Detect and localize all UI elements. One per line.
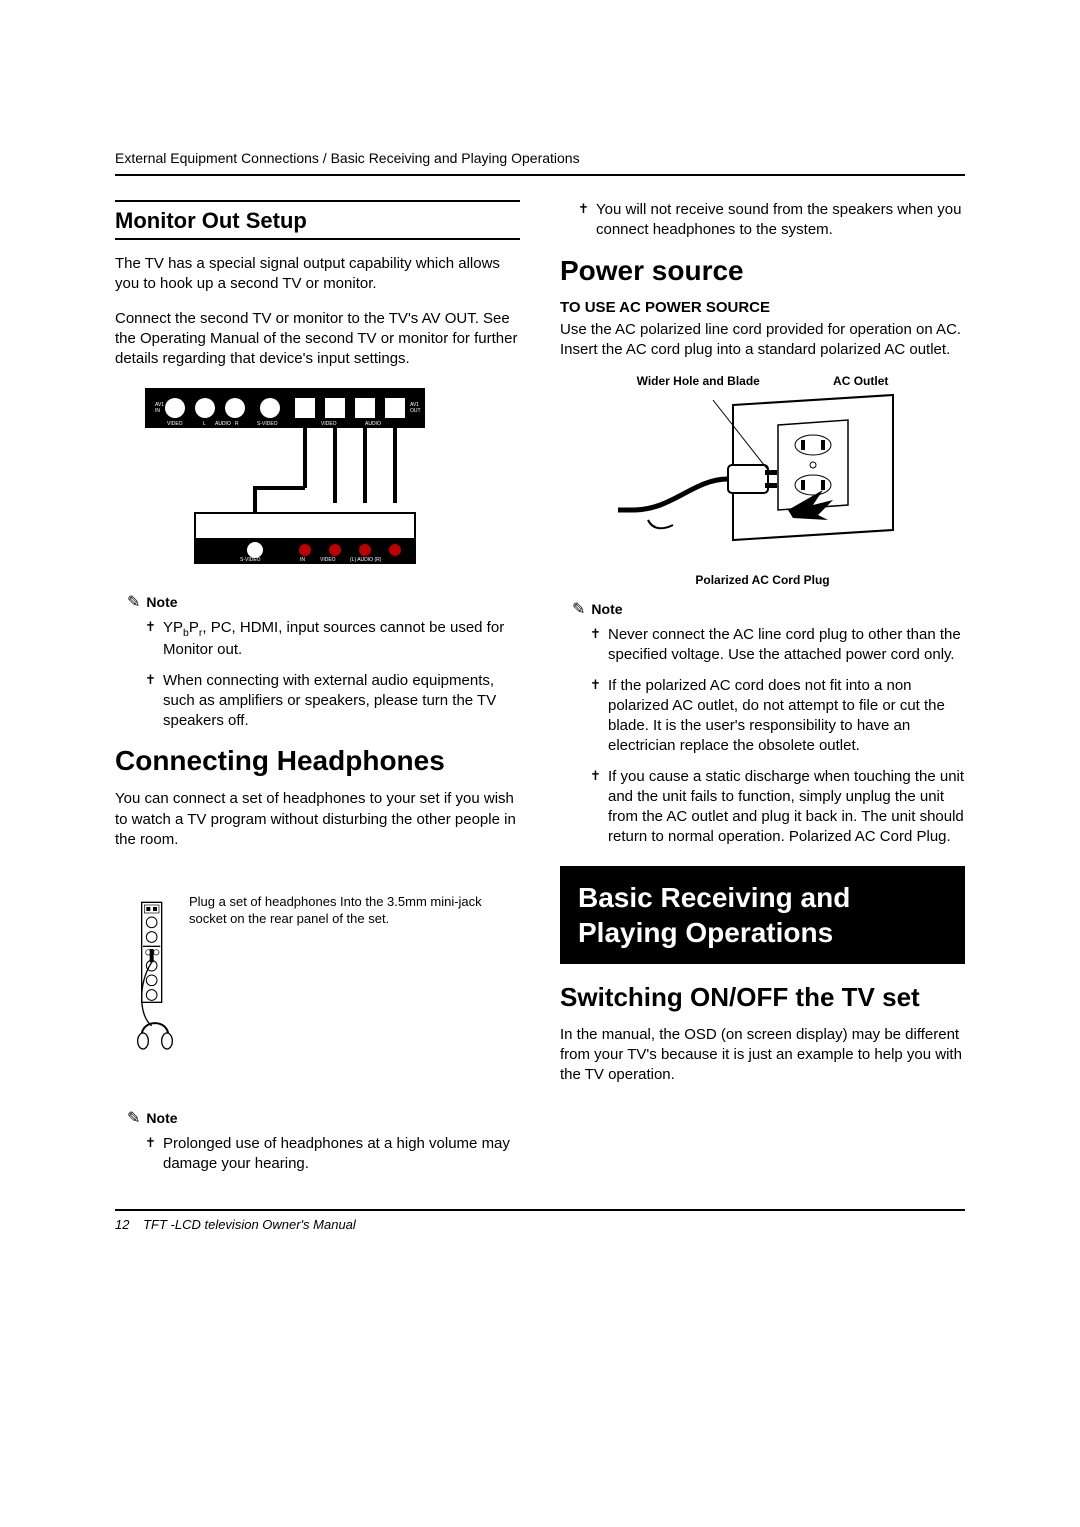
switching-p1: In the manual, the OSD (on screen displa… [560, 1025, 965, 1086]
footer-rule [115, 1209, 965, 1211]
svg-text:AUDIO: AUDIO [365, 421, 381, 427]
header-rule [115, 174, 965, 176]
svg-text:IN: IN [300, 557, 305, 563]
ac-bottom-label: Polarized AC Cord Plug [560, 573, 965, 587]
note-1-item: YPbPr, PC, HDMI, input sources cannot be… [145, 618, 520, 660]
headphones-section: Connecting Headphones You can connect a … [115, 745, 520, 1174]
monitor-out-section: Monitor Out Setup The TV has a special s… [115, 200, 520, 731]
ac-diagram [560, 390, 965, 565]
top-right-bullet: You will not receive sound from the spea… [560, 200, 965, 241]
ac-labels: Wider Hole and Blade AC Outlet [600, 374, 925, 388]
running-header: External Equipment Connections / Basic R… [115, 150, 965, 166]
switching-title: Switching ON/OFF the TV set [560, 982, 965, 1013]
note-3-item: Never connect the AC line cord plug to o… [590, 625, 965, 666]
note-label-1: Note [127, 592, 520, 612]
left-column: Monitor Out Setup The TV has a special s… [115, 200, 520, 1189]
note-3-item: If the polarized AC cord does not fit in… [590, 676, 965, 757]
headphone-diagram [135, 864, 175, 1094]
headphone-diagram-row: Plug a set of headphones Into the 3.5mm … [135, 864, 520, 1094]
ac-label-left: Wider Hole and Blade [637, 374, 760, 388]
power-sub: To Use AC Power Source [560, 299, 965, 316]
svg-text:VIDEO: VIDEO [167, 421, 183, 427]
svg-text:OUT: OUT [410, 408, 421, 414]
right-column: You will not receive sound from the spea… [560, 200, 965, 1189]
note-2-list: Prolonged use of headphones at a high vo… [115, 1134, 520, 1175]
svg-text:IN: IN [155, 408, 160, 414]
note-3-list: Never connect the AC line cord plug to o… [560, 625, 965, 848]
monitor-out-p2: Connect the second TV or monitor to the … [115, 309, 520, 370]
note-label-2: Note [127, 1108, 520, 1128]
ac-label-right: AC Outlet [833, 374, 888, 388]
top-right-bullet-item: You will not receive sound from the spea… [578, 200, 965, 241]
headphones-p1: You can connect a set of headphones to y… [115, 789, 520, 850]
headphone-caption: Plug a set of headphones Into the 3.5mm … [189, 894, 520, 928]
svg-text:L: L [203, 421, 206, 427]
two-column-layout: Monitor Out Setup The TV has a special s… [115, 200, 965, 1189]
note-label-3: Note [572, 599, 965, 619]
svg-text:S-VIDEO: S-VIDEO [240, 557, 261, 563]
power-source-title: Power source [560, 255, 965, 287]
av-out-diagram: AV1 IN AV1 OUT VIDEO L AUDIO R S-VIDEO V… [135, 383, 520, 578]
svg-text:AUDIO: AUDIO [215, 421, 231, 427]
footer-title: TFT -LCD television Owner's Manual [143, 1217, 356, 1232]
monitor-out-p1: The TV has a special signal output capab… [115, 254, 520, 295]
power-p1: Use the AC polarized line cord provided … [560, 320, 965, 361]
switching-section: Switching ON/OFF the TV set In the manua… [560, 982, 965, 1086]
svg-text:(L) AUDIO (R): (L) AUDIO (R) [350, 557, 382, 563]
note-3-item: If you cause a static discharge when tou… [590, 767, 965, 848]
note-2-item: Prolonged use of headphones at a high vo… [145, 1134, 520, 1175]
footer: 12 TFT -LCD television Owner's Manual [115, 1217, 965, 1232]
note-1-list: YPbPr, PC, HDMI, input sources cannot be… [115, 618, 520, 731]
svg-text:S-VIDEO: S-VIDEO [257, 421, 278, 427]
svg-text:VIDEO: VIDEO [321, 421, 337, 427]
svg-text:VIDEO: VIDEO [320, 557, 336, 563]
chapter-heading: Basic Receiving and Playing Operations [560, 866, 965, 964]
page-number: 12 [115, 1217, 129, 1232]
svg-text:R: R [235, 421, 239, 427]
power-source-section: Power source To Use AC Power Source Use … [560, 255, 965, 848]
note-1-item: When connecting with external audio equi… [145, 671, 520, 732]
monitor-out-title: Monitor Out Setup [115, 208, 520, 240]
headphones-title: Connecting Headphones [115, 745, 520, 777]
